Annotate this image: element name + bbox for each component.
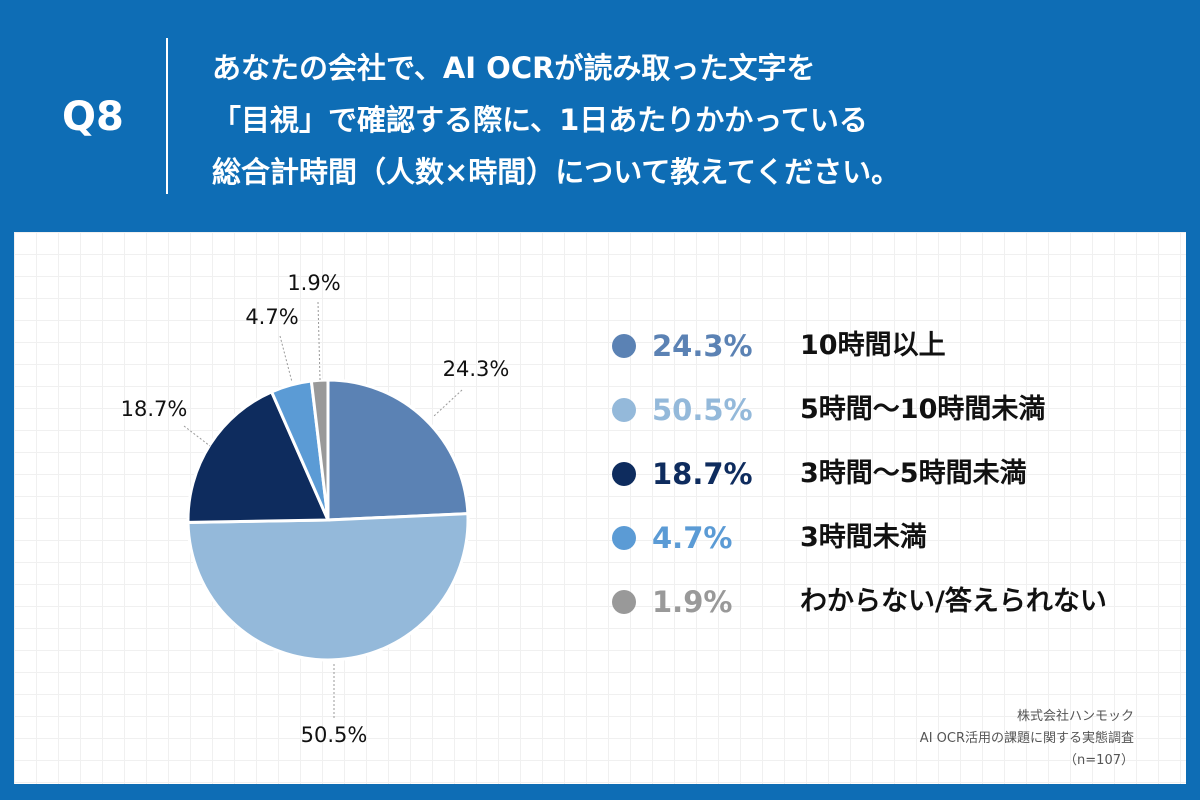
legend-item: 18.7% 3時間〜5時間未満 <box>612 456 1172 520</box>
source-n: （n=107） <box>1064 753 1134 768</box>
pie-chart: 24.3% 50.5% 18.7% 4.7% 1.9% <box>121 271 510 747</box>
pie-label-3: 18.7% <box>121 397 188 421</box>
pie-label-1: 24.3% <box>443 357 510 381</box>
pie-slice-5 <box>309 378 330 521</box>
legend-percent: 18.7% <box>652 457 753 491</box>
question-line-2: 「目視」で確認する際に、1日あたりかかっている <box>212 103 868 137</box>
leader-line-5 <box>317 301 321 381</box>
pie-label-2: 50.5% <box>301 723 368 747</box>
leader-line-1 <box>433 389 463 417</box>
legend-item: 24.3% 10時間以上 <box>612 328 1172 392</box>
leader-line-3 <box>183 425 211 447</box>
question-line-1: あなたの会社で、AI OCRが読み取った文字を <box>212 51 816 85</box>
legend-percent: 4.7% <box>652 521 733 555</box>
legend-label: 10時間以上 <box>800 330 946 361</box>
source-company: 株式会社ハンモック <box>1016 709 1134 724</box>
legend-percent: 1.9% <box>652 585 733 619</box>
legend-percent: 24.3% <box>652 329 753 363</box>
header-divider <box>166 38 168 194</box>
legend-dot <box>612 398 636 422</box>
question-text: あなたの会社で、AI OCRが読み取った文字を 「目視」で確認する際に、1日あた… <box>212 42 1172 198</box>
legend-item: 50.5% 5時間〜10時間未満 <box>612 392 1172 456</box>
legend-label: わからない/答えられない <box>800 586 1107 617</box>
legend: 24.3% 10時間以上 50.5% 5時間〜10時間未満 18.7% 3時間〜5時間未満… <box>612 328 1172 648</box>
pie-label-5: 1.9% <box>287 271 340 295</box>
source-survey: AI OCR活用の課題に関する実態調査 <box>919 731 1134 746</box>
legend-dot <box>612 526 636 550</box>
legend-percent: 50.5% <box>652 393 753 427</box>
legend-item: 1.9% わからない/答えられない <box>612 584 1172 648</box>
pie-slice-3 <box>186 389 331 524</box>
source-note: 株式会社ハンモック AI OCR活用の課題に関する実態調査 （n=107） <box>920 706 1134 772</box>
legend-label: 5時間〜10時間未満 <box>800 394 1046 425</box>
pie-slice-1 <box>326 378 470 522</box>
question-number: Q8 <box>62 94 124 140</box>
legend-dot <box>612 590 636 614</box>
legend-dot <box>612 462 636 486</box>
legend-label: 3時間未満 <box>800 522 927 553</box>
pie-label-4: 4.7% <box>245 305 298 329</box>
pie-slice-2 <box>186 512 470 662</box>
question-line-3: 総合計時間（人数×時間）について教えてください。 <box>212 155 901 189</box>
header: Q8 あなたの会社で、AI OCRが読み取った文字を 「目視」で確認する際に、1… <box>0 0 1200 232</box>
leader-line-4 <box>279 335 293 383</box>
chart-panel: 24.3% 50.5% 18.7% 4.7% 1.9% 24.3% 10時間以上 50.5%… <box>14 232 1186 784</box>
legend-item: 4.7% 3時間未満 <box>612 520 1172 584</box>
legend-label: 3時間〜5時間未満 <box>800 458 1027 489</box>
legend-dot <box>612 334 636 358</box>
